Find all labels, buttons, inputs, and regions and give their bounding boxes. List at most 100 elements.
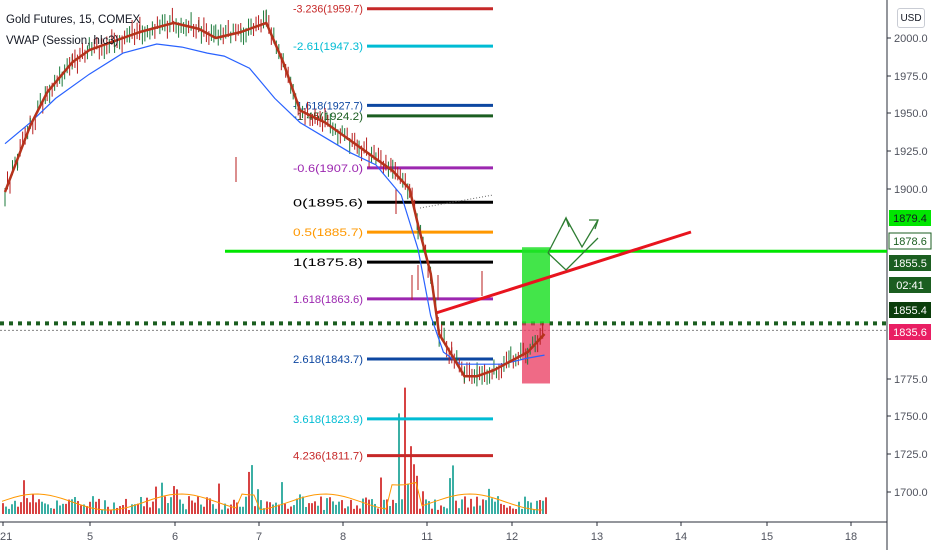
volume-bar <box>101 509 103 514</box>
volume-bar <box>512 508 514 514</box>
volume-bar <box>392 499 394 514</box>
volume-bar <box>323 509 325 514</box>
volume-bar <box>77 501 79 514</box>
volume-bar <box>536 500 538 514</box>
fib-level-label: 0.5(1885.7) <box>293 227 363 239</box>
volume-bar <box>326 498 328 514</box>
volume-bar <box>59 505 61 514</box>
volume-bar <box>314 501 316 514</box>
volume-bar <box>545 497 547 514</box>
volume-bar <box>383 499 385 514</box>
volume-bar <box>182 503 184 514</box>
volume-bar <box>350 499 352 514</box>
volume-bar <box>419 508 421 514</box>
volume-bar <box>395 503 397 514</box>
volume-bar <box>302 496 304 514</box>
volume-bar <box>56 500 58 514</box>
volume-bar <box>230 504 232 514</box>
volume-bar <box>377 508 379 514</box>
volume-bar <box>431 508 433 514</box>
volume-bar <box>53 508 55 514</box>
volume-bar <box>272 504 274 514</box>
volume-bar <box>215 508 217 514</box>
volume-bar <box>65 503 67 514</box>
x-tick-label: 6 <box>172 531 178 543</box>
volume-bar <box>92 496 94 514</box>
volume-bar <box>530 502 532 514</box>
volume-bar <box>80 505 82 514</box>
price-axis-label-bg <box>889 277 931 293</box>
volume-bar <box>137 503 139 514</box>
x-tick-label: 021 <box>0 531 12 543</box>
volume-bar <box>296 498 298 514</box>
volume-bar <box>401 499 403 514</box>
y-tick-label: 1750.0 <box>894 411 928 423</box>
volume-bar <box>488 488 490 514</box>
volume-bar <box>311 503 313 514</box>
volume-bar <box>179 499 181 514</box>
volume-bar <box>452 465 454 514</box>
volume-bar <box>524 496 526 514</box>
volume-bar <box>14 500 16 514</box>
y-tick-label: 1775.0 <box>894 374 928 386</box>
volume-bars <box>2 387 547 514</box>
volume-bar <box>479 505 481 514</box>
price-axis-label: 1835.6 <box>893 327 927 339</box>
x-tick-label: 15 <box>761 531 773 543</box>
volume-bar <box>425 499 427 514</box>
volume-bar <box>329 497 331 514</box>
x-tick-label: 18 <box>845 531 857 543</box>
volume-bar <box>62 503 64 514</box>
volume-bar <box>110 509 112 514</box>
fib-level-label: 0(1895.6) <box>293 197 363 209</box>
volume-bar <box>449 478 451 514</box>
volume-bar <box>371 499 373 514</box>
fib-level-label: 2.618(1843.7) <box>293 354 363 366</box>
volume-bar <box>131 504 133 514</box>
x-tick-label: 5 <box>87 531 93 543</box>
volume-bar <box>197 496 199 514</box>
volume-bar <box>440 505 442 514</box>
y-tick-label: 1950.0 <box>894 108 928 120</box>
x-tick-label: 14 <box>675 531 687 543</box>
volume-bar <box>35 502 37 514</box>
volume-bar <box>203 506 205 514</box>
volume-bar <box>50 508 52 514</box>
volume-bar <box>497 496 499 514</box>
volume-bar <box>38 499 40 514</box>
price-axis-label: 1879.4 <box>893 213 927 225</box>
volume-bar <box>134 504 136 514</box>
x-tick-label: 7 <box>256 531 262 543</box>
volume-bar <box>8 508 10 514</box>
volume-bar <box>446 508 448 514</box>
volume-bar <box>485 500 487 514</box>
volume-bar <box>290 506 292 514</box>
volume-bar <box>287 508 289 514</box>
volume-bar <box>380 477 382 514</box>
volume-bar <box>281 482 283 514</box>
y-tick-label: 1700.0 <box>894 487 928 499</box>
volume-bar <box>176 489 178 514</box>
volume-bar <box>20 502 22 514</box>
volume-bar <box>236 502 238 514</box>
volume-bar <box>461 499 463 514</box>
volume-bar <box>152 501 154 514</box>
volume-bar <box>527 501 529 514</box>
volume-bar <box>320 496 322 514</box>
volume-bar <box>29 502 31 514</box>
volume-bar <box>428 501 430 514</box>
volume-bar <box>500 503 502 514</box>
volume-bar <box>374 503 376 514</box>
currency-button[interactable]: USD <box>897 8 925 28</box>
volume-bar <box>161 482 163 514</box>
volume-bar <box>116 507 118 514</box>
price-axis-label-bg <box>889 302 931 318</box>
volume-bar <box>278 504 280 514</box>
volume-bar <box>455 500 457 514</box>
volume-bar <box>221 509 223 514</box>
volume-bar <box>26 498 28 514</box>
volume-bar <box>332 501 334 514</box>
fib-level-label: 4.236(1811.7) <box>293 451 363 463</box>
volume-bar <box>398 413 400 514</box>
